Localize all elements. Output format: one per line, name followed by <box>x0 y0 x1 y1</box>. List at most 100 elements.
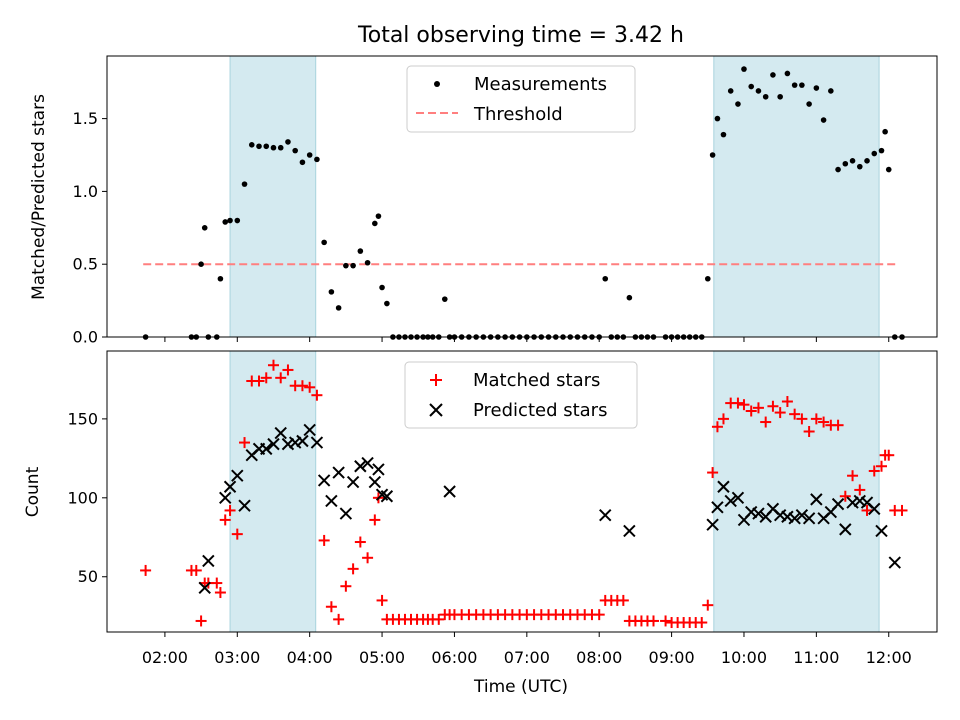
measurement-point <box>626 294 633 301</box>
matched-stars-point <box>702 599 714 611</box>
matched-stars-point <box>818 416 830 428</box>
predicted-stars-point <box>752 507 765 520</box>
matched-stars-point <box>760 416 772 428</box>
measurement-point <box>714 115 721 122</box>
measurement-point <box>735 101 741 107</box>
predicted-stars-point <box>346 475 360 489</box>
measurement-point <box>871 150 878 157</box>
measurement-point <box>762 93 769 100</box>
predicted-stars-point <box>623 524 636 538</box>
matched-stars-point <box>883 449 895 461</box>
measurement-point <box>755 88 762 94</box>
matched-stars-point <box>593 609 605 621</box>
x-stroke-b <box>303 423 316 437</box>
measurement-point <box>217 275 224 282</box>
predicted-stars-point <box>717 480 730 493</box>
measurement-point <box>201 225 208 231</box>
matched-stars-point <box>752 402 764 414</box>
x-stroke-b <box>773 508 787 522</box>
predicted-stars-point <box>317 474 331 487</box>
matched-stars-point <box>789 408 801 420</box>
measurement-point <box>741 66 747 72</box>
measurement-point <box>314 156 320 163</box>
x-stroke-b <box>831 497 845 511</box>
x-stroke-b <box>361 456 374 470</box>
measurement-point <box>379 284 385 291</box>
x-tick-label: 02:00 <box>142 648 188 667</box>
x-tick-label: 08:00 <box>576 648 622 667</box>
matched-stars-point <box>767 400 779 412</box>
x-stroke-b <box>623 524 636 538</box>
x-stroke-b <box>375 488 389 501</box>
x-stroke-b <box>296 434 309 448</box>
matched-stars-point <box>304 381 316 393</box>
y-tick-label: 150 <box>67 409 98 428</box>
measurement-point <box>328 289 335 295</box>
matched-stars-point <box>732 397 744 409</box>
matched-stars-point <box>354 536 366 548</box>
predicted-stars-point <box>875 524 888 538</box>
measurement-point <box>343 262 349 269</box>
matched-stars-point <box>296 380 308 392</box>
x-stroke-b <box>711 501 724 514</box>
matched-stars-point <box>231 528 243 540</box>
matched-stars-point <box>876 460 888 472</box>
predicted-stars-point <box>296 434 309 448</box>
bottom-y-ticks: 50 100 150 <box>67 409 107 586</box>
predicted-stars-point <box>288 436 302 449</box>
highlight-band-2 <box>713 350 880 633</box>
measurement-point <box>306 152 313 158</box>
matched-stars-point <box>219 514 231 526</box>
y-tick-label: 1.0 <box>73 182 98 201</box>
bottom-x-ticks: 02:00 03:00 04:00 05:00 06:00 07:00 08:00 09:00… <box>142 632 912 667</box>
predicted-stars-point <box>831 497 845 511</box>
legend-matched-stars: Matched stars <box>473 370 600 391</box>
x-stroke-b <box>260 442 273 456</box>
measurement-point <box>813 85 820 91</box>
x-stroke-b <box>795 508 809 522</box>
x-stroke-b <box>380 490 394 503</box>
x-stroke-b <box>317 474 331 487</box>
measurement-point <box>321 239 327 246</box>
measurement-point <box>270 144 277 151</box>
x-stroke-b <box>868 502 881 516</box>
x-stroke-b <box>346 475 360 489</box>
matched-legend-marker <box>430 374 442 386</box>
x-stroke-b <box>810 493 823 506</box>
measurement-point <box>441 296 448 302</box>
predicted-stars-point <box>231 469 244 482</box>
measurement-point <box>720 131 727 138</box>
measurement-point <box>882 128 888 135</box>
top-highlight-bands <box>229 55 880 338</box>
matched-stars-point <box>325 601 337 613</box>
measurement-point <box>384 300 390 307</box>
x-stroke-b <box>706 518 719 531</box>
measurement-point <box>791 82 798 88</box>
matched-stars-point <box>696 617 708 629</box>
measurement-point <box>350 262 356 269</box>
measurement-point <box>364 259 371 266</box>
predicted-stars-point <box>380 490 394 503</box>
measurement-point <box>292 147 298 154</box>
predicted-stars-point <box>238 499 251 512</box>
matched-stars-point <box>810 413 822 425</box>
measurement-point <box>727 88 734 94</box>
legend-predicted-stars: Predicted stars <box>473 400 607 421</box>
predicted-stars-point <box>599 508 612 522</box>
x-stroke-b <box>198 581 211 595</box>
x-stroke-b <box>731 491 745 505</box>
x-tick-label: 07:00 <box>504 648 550 667</box>
top-legend-box <box>406 65 636 133</box>
matched-stars-point <box>224 504 236 516</box>
measurement-point <box>372 220 378 227</box>
measurement-point <box>864 158 870 164</box>
predicted-stars-point <box>267 437 280 451</box>
predicted-stars-point <box>281 437 295 451</box>
x-stroke-b <box>274 426 287 440</box>
measurement-point <box>885 166 892 173</box>
predicted-stars-point <box>846 496 859 509</box>
measurement-point <box>709 152 716 158</box>
matched-stars-point <box>774 407 786 419</box>
measurement-point <box>856 163 863 170</box>
predicted-stars-point <box>274 426 287 440</box>
